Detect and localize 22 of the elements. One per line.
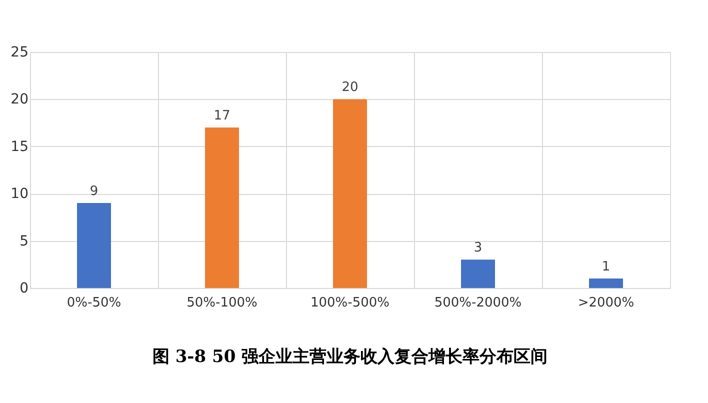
bar	[333, 99, 367, 288]
y-tick-label: 0	[20, 280, 28, 296]
data-label: 1	[602, 260, 610, 275]
bar	[461, 260, 495, 288]
y-tick-label: 10	[10, 186, 28, 202]
x-tick-label: 100%-500%	[310, 296, 390, 310]
x-tick-label: 0%-50%	[66, 296, 122, 310]
data-label: 20	[342, 80, 358, 96]
text: 图 3-8 50 强企业主营业务收入复合增长率分布区间	[152, 347, 548, 367]
data-label: 17	[214, 108, 230, 124]
bar	[77, 203, 111, 288]
y-tick-label: 25	[10, 44, 28, 60]
y-tick-label: 20	[10, 92, 28, 108]
y-tick-label: 15	[10, 138, 28, 155]
bar	[589, 278, 623, 288]
x-tick-label: >2000%	[578, 296, 634, 310]
y-tick-label: 5	[20, 233, 28, 250]
data-label: 3	[474, 240, 482, 256]
x-tick-label: 500%-2000%	[434, 296, 522, 310]
data-label: 9	[90, 184, 98, 200]
x-tick-label: 50%-100%	[186, 296, 258, 310]
bar	[205, 128, 239, 288]
